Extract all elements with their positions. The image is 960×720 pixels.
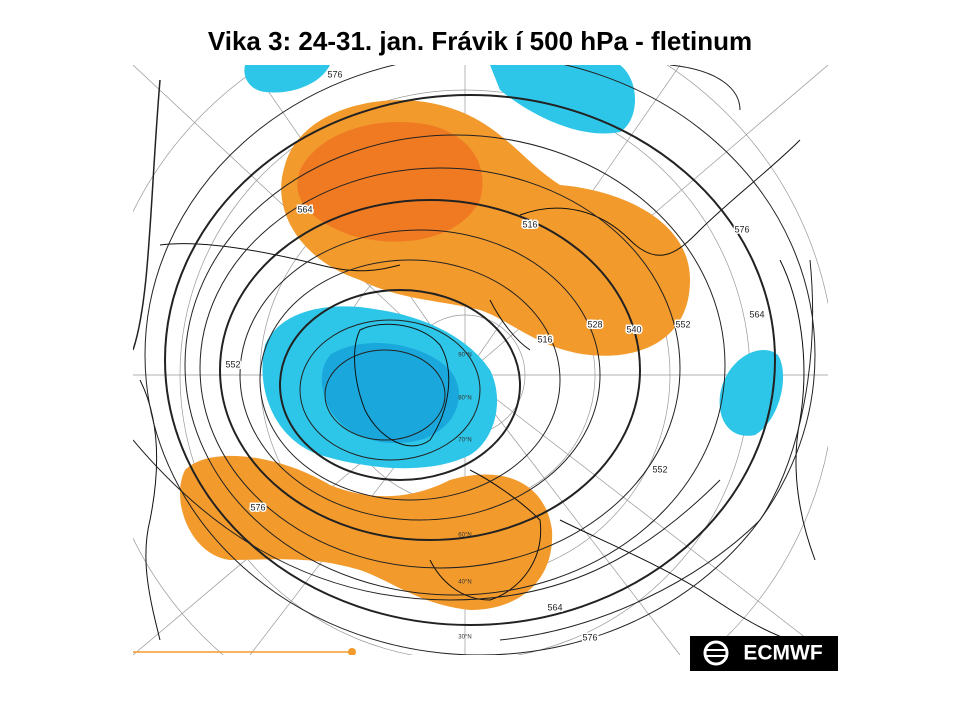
latitude-label: 80°N	[458, 396, 471, 402]
contour-label: 576	[582, 632, 597, 642]
map-body	[133, 65, 828, 655]
contour-label: 552	[652, 464, 667, 474]
contour-label: 564	[547, 602, 562, 612]
logo-text: ECMWF	[743, 642, 822, 665]
contour-label: 516	[537, 334, 552, 344]
contour-label: 516	[522, 219, 537, 229]
contour-label: 528	[587, 319, 602, 329]
contour-label: 564	[297, 204, 312, 214]
anomaly-shading	[180, 65, 784, 610]
contour-label: 564	[749, 309, 764, 319]
latitude-label: 70°N	[458, 438, 471, 444]
contour-label: 576	[327, 69, 342, 79]
latitude-label: 40°N	[458, 580, 471, 586]
contour-label: 540	[626, 324, 641, 334]
contour-label: 552	[675, 319, 690, 329]
contour-label: 576	[734, 224, 749, 234]
contour-label: 552	[225, 359, 240, 369]
baseline-dot	[348, 648, 356, 655]
contours	[133, 65, 816, 655]
latitude-label: 90°N	[458, 353, 471, 359]
logo-icon	[703, 640, 729, 666]
latitude-label: 30°N	[458, 635, 471, 641]
latitude-label: 60°N	[458, 533, 471, 539]
logo: ECMWF	[690, 636, 838, 671]
contour-label: 576	[250, 502, 265, 512]
slide-title: Vika 3: 24-31. jan. Frávik í 500 hPa - f…	[207, 26, 753, 56]
